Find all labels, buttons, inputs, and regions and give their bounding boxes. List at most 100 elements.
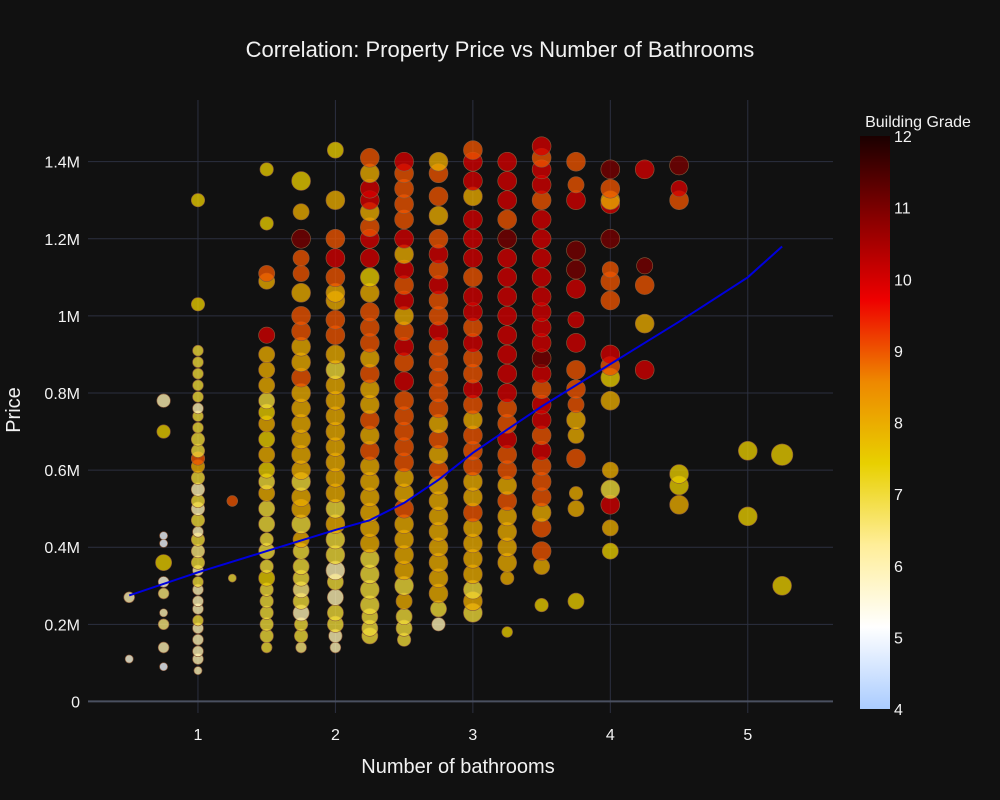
- scatter-point: [531, 209, 552, 230]
- scatter-point: [159, 608, 168, 618]
- scatter-point: [497, 151, 517, 172]
- scatter-point: [497, 286, 517, 307]
- scatter-point: [500, 571, 515, 586]
- scatter-point: [497, 229, 517, 249]
- scatter-point: [531, 286, 552, 307]
- scatter-point: [192, 422, 204, 434]
- y-tick-label: 1.4M: [44, 155, 80, 172]
- y-tick-label: 0.8M: [44, 386, 80, 403]
- scatter-point: [428, 151, 449, 172]
- colorbar-tick-label: 5: [894, 630, 903, 647]
- scatter-point: [325, 229, 346, 249]
- scatter-point: [497, 209, 517, 230]
- scatter-point: [634, 159, 655, 180]
- scatter-point: [600, 290, 621, 311]
- colorbar-tick-label: 7: [894, 487, 903, 504]
- scatter-point: [295, 641, 307, 654]
- scatter-point: [566, 333, 586, 353]
- scatter-point: [258, 376, 276, 394]
- scatter-point: [291, 283, 311, 303]
- scatter-point: [669, 155, 689, 176]
- scatter-point: [566, 151, 586, 172]
- scatter-point: [258, 430, 276, 448]
- y-tick-label: 0: [71, 694, 80, 711]
- scatter-point: [192, 356, 204, 368]
- scatter-point: [566, 360, 586, 380]
- scatter-point: [394, 390, 414, 411]
- scatter-point: [567, 176, 585, 194]
- scatter-point: [292, 249, 310, 267]
- scatter-point: [600, 479, 621, 500]
- scatter-point: [497, 267, 517, 288]
- colorbar-tick-label: 4: [894, 702, 903, 719]
- scatter-point: [192, 645, 204, 657]
- scatter-point: [157, 587, 170, 600]
- scatter-point: [159, 531, 168, 541]
- scatter-point: [566, 240, 586, 261]
- scatter-point: [566, 279, 586, 299]
- scatter-point: [394, 371, 414, 392]
- scatter-point: [259, 216, 274, 231]
- scatter-point: [325, 190, 346, 210]
- scatter-point: [601, 519, 619, 537]
- tick-layer: 1 2 3 4 5 0 0.2M 0.4M 0.6M 0.8M 1M 1.2M 1.4M: [44, 155, 752, 744]
- scatter-point: [329, 641, 342, 654]
- scatter-point: [497, 190, 517, 210]
- scatter-point: [636, 257, 654, 275]
- scatter-point: [772, 576, 792, 596]
- scatter-point: [326, 588, 344, 606]
- scatter-point: [326, 141, 344, 159]
- scatter-point: [192, 614, 204, 627]
- scatter-point: [600, 159, 621, 180]
- scatter-point: [566, 448, 586, 469]
- scatter-point: [258, 500, 276, 518]
- scatter-point: [497, 325, 517, 345]
- colorbar-tick-label: 9: [894, 344, 903, 361]
- scatter-point: [600, 178, 621, 199]
- scatter-point: [360, 148, 380, 168]
- scatter-point: [258, 461, 276, 479]
- scatter-point: [567, 311, 585, 329]
- scatter-point: [601, 542, 619, 560]
- y-tick-label: 0.4M: [44, 540, 80, 557]
- scatter-point: [428, 229, 449, 249]
- colorbar-tick-label: 8: [894, 416, 903, 433]
- scatter-point: [394, 229, 414, 249]
- scatter-point: [600, 229, 621, 249]
- scatter-point: [360, 248, 380, 268]
- y-axis-title: Price: [3, 387, 25, 433]
- scatter-point: [463, 286, 483, 307]
- x-axis-title: Number of bathrooms: [361, 756, 554, 778]
- scatter-point: [634, 313, 655, 334]
- y-tick-label: 0.6M: [44, 463, 80, 480]
- scatter-point: [738, 506, 758, 527]
- x-tick-label: 3: [468, 727, 477, 744]
- scatter-point: [463, 248, 483, 268]
- scatter-point: [261, 641, 273, 654]
- scatter-point: [360, 302, 380, 322]
- scatter-point: [258, 515, 276, 533]
- scatter-point: [258, 346, 276, 363]
- scatter-point: [601, 261, 619, 279]
- scatter-point: [669, 464, 689, 484]
- scatter-point: [428, 205, 449, 226]
- scatter-point: [155, 554, 173, 572]
- scatter-point: [258, 326, 276, 344]
- colorbar: Building Grade 4 5 6 7 8 9 10 11 12: [860, 114, 971, 719]
- colorbar-tick-label: 10: [894, 272, 912, 289]
- scatter-point: [566, 190, 586, 210]
- scatter-point: [463, 229, 483, 249]
- scatter-point: [193, 666, 203, 675]
- scatter-point: [226, 495, 239, 507]
- scatter-point: [431, 617, 446, 632]
- scatter-point: [326, 604, 344, 622]
- scatter-point: [258, 361, 276, 379]
- scatter-point: [428, 186, 449, 207]
- scatter-point: [192, 379, 204, 391]
- colorbar-tick-label: 11: [894, 201, 911, 218]
- scatter-point: [227, 573, 237, 583]
- scatter-point: [291, 306, 311, 326]
- scatter-point: [259, 162, 274, 177]
